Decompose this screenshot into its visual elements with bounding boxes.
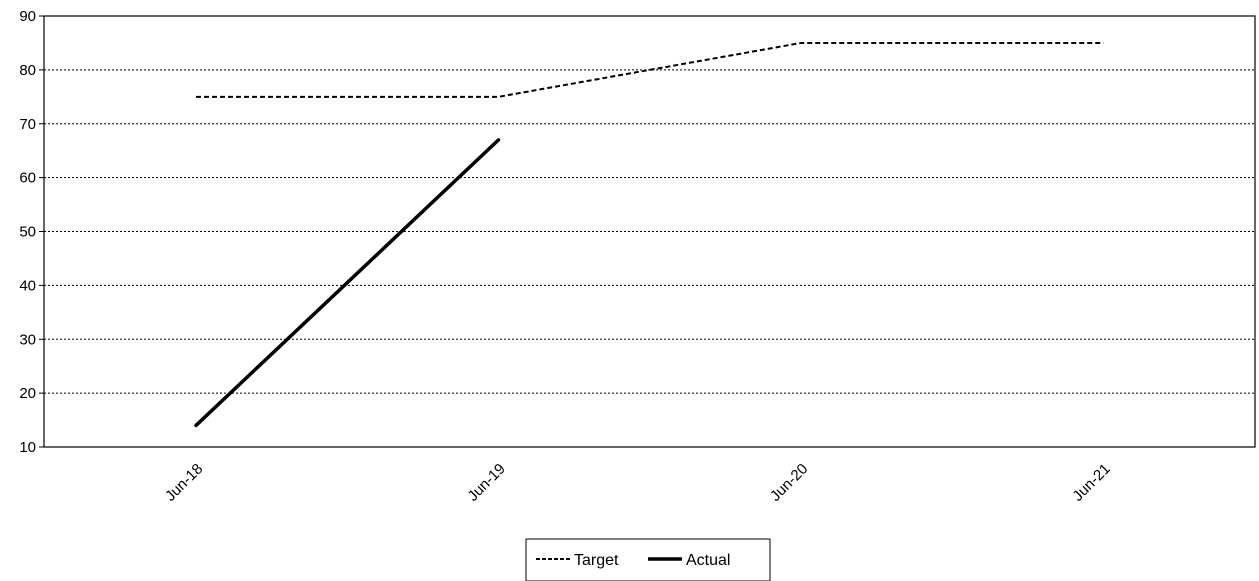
x-tick-label: Jun-18 bbox=[162, 460, 206, 504]
y-tick-label: 60 bbox=[19, 170, 36, 187]
y-tick-label: 20 bbox=[19, 385, 36, 402]
series-line-actual bbox=[194, 138, 501, 428]
x-axis-tick-labels: Jun-18 Jun-19 Jun-20 Jun-21 bbox=[162, 460, 1114, 504]
series-line-target bbox=[196, 41, 1104, 98]
y-tick-label: 10 bbox=[19, 439, 36, 456]
y-tick-label: 30 bbox=[19, 331, 36, 348]
y-tick-label: 70 bbox=[19, 116, 36, 133]
legend-label-target: Target bbox=[574, 552, 619, 569]
y-axis-tick-labels: 10 20 30 40 50 60 70 80 90 bbox=[19, 8, 44, 456]
y-tick-label: 40 bbox=[19, 277, 36, 294]
x-tick-label: Jun-21 bbox=[1069, 460, 1113, 504]
y-tick-label: 80 bbox=[19, 62, 36, 79]
legend-label-actual: Actual bbox=[686, 552, 730, 569]
x-tick-label: Jun-20 bbox=[767, 460, 811, 504]
plot-area-border bbox=[43, 15, 1256, 448]
y-tick-label: 90 bbox=[19, 8, 36, 25]
x-tick-label: Jun-19 bbox=[464, 460, 508, 504]
series-lines bbox=[194, 41, 1104, 428]
gridlines bbox=[44, 69, 1255, 394]
y-tick-label: 50 bbox=[19, 224, 36, 241]
legend: Target Actual bbox=[525, 538, 771, 581]
